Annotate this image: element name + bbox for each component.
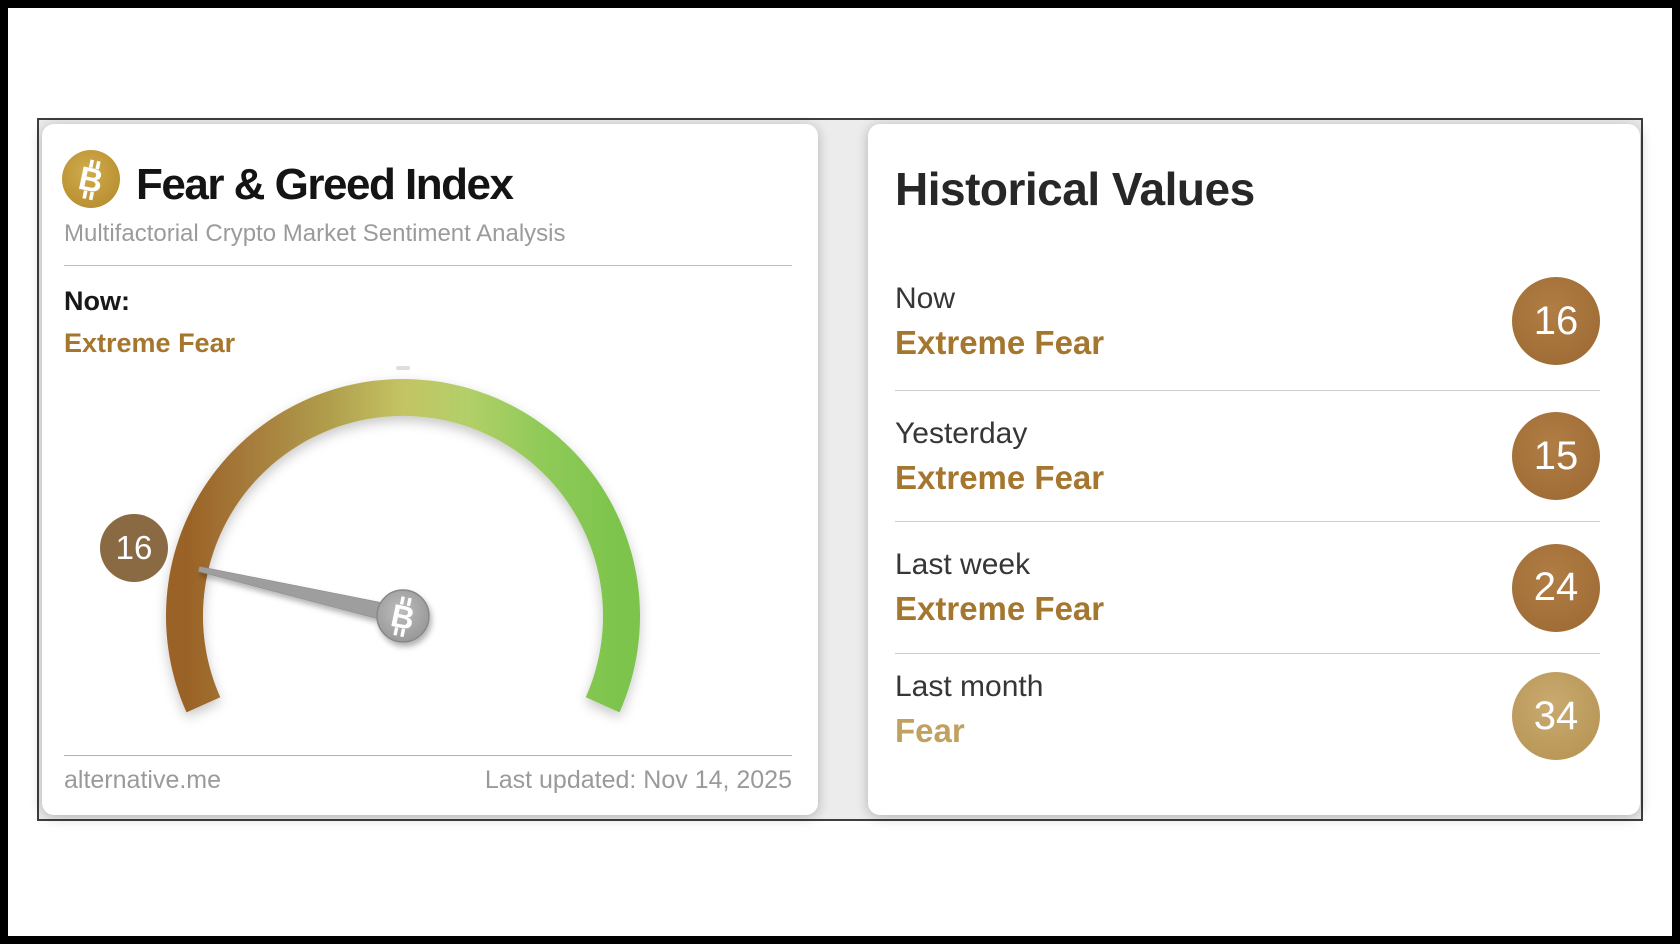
source-link[interactable]: alternative.me [64,766,222,794]
row-sentiment: Extreme Fear [895,458,1105,496]
bitcoin-logo-icon: B [62,150,120,208]
gauge-needle [198,566,406,626]
historical-values-title: Historical Values [895,163,1255,215]
value-badge: 16 [1512,277,1600,365]
card-footer: alternative.me Last updated: Nov 14, 202… [64,768,792,793]
gauge-value-badge: 16 [100,514,168,582]
row-period-label: Yesterday [895,416,1028,450]
fear-greed-index-card: B Fear & Greed Index Multifactorial Cryp… [42,124,818,815]
now-label: Now: [64,286,130,316]
sentiment-gauge: B [165,366,641,713]
historical-row-last-month: Last month Fear 34 [895,654,1600,812]
value-badge: 15 [1512,412,1600,500]
letterbox-top [0,0,1680,8]
gauge-arc [165,378,641,713]
row-period-label: Last week [895,548,1031,581]
header-divider [64,265,792,266]
letterbox-bottom [0,936,1680,944]
historical-row-last-week: Last week Extreme Fear 24 [895,522,1600,654]
gauge-top-tick [396,366,410,370]
row-sentiment: Extreme Fear [895,323,1105,361]
row-sentiment: Fear [895,712,965,749]
row-period-label: Now [895,281,956,315]
value-badge: 34 [1512,672,1600,760]
historical-row-yesterday: Yesterday Extreme Fear 15 [895,391,1600,522]
letterbox-right [1672,0,1680,944]
card-subtitle: Multifactorial Crypto Market Sentiment A… [64,220,566,247]
row-period-label: Last month [895,670,1044,703]
row-sentiment: Extreme Fear [895,590,1105,627]
last-updated-text: Last updated: Nov 14, 2025 [484,766,792,794]
row-text: Now Extreme Fear [895,281,1105,361]
row-text: Last month Fear [895,670,1044,749]
row-text: Yesterday Extreme Fear [895,416,1105,496]
now-sentiment: Extreme Fear [64,328,236,358]
card-title: Fear & Greed Index [136,160,514,209]
historical-rows: Now Extreme Fear 16 Yesterday Extreme Fe… [895,252,1600,812]
row-text: Last week Extreme Fear [895,548,1105,627]
letterbox-left [0,0,8,944]
historical-values-card: Historical Values Now Extreme Fear 16 Ye… [868,124,1640,815]
footer-divider [64,755,792,756]
value-badge: 24 [1512,543,1600,632]
historical-row-now: Now Extreme Fear 16 [895,252,1600,391]
gauge-hub [376,589,430,643]
